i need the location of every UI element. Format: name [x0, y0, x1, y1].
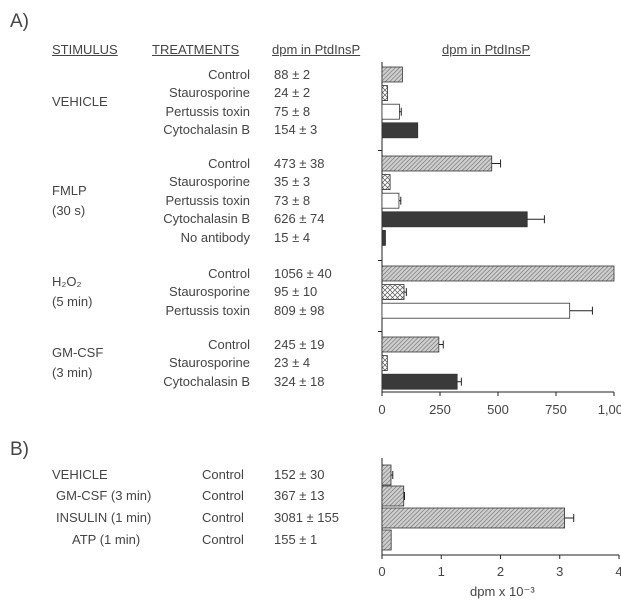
data-label: 95 ± 10 — [274, 284, 318, 300]
data-label: 152 ± 30 — [274, 467, 325, 482]
data-label: 3081 ± 155 — [274, 510, 339, 525]
x-axis-label-b: dpm x 10⁻³ — [470, 584, 535, 599]
treatment-label: Pertussis toxin — [165, 192, 250, 208]
bar — [381, 302, 571, 319]
bar — [381, 529, 392, 551]
stimulus-sub-label: (5 min) — [52, 294, 93, 310]
x-tick-label-b: 3 — [556, 564, 564, 579]
treatment-label: Control — [208, 66, 250, 82]
treatment-label: Control — [202, 488, 244, 503]
treatment-label: Control — [202, 510, 244, 525]
stimulus-label: VEHICLE — [52, 467, 108, 482]
treatment-label: Control — [208, 155, 250, 171]
bar — [381, 485, 405, 507]
bar — [381, 211, 528, 228]
bar — [381, 507, 565, 529]
bar — [381, 85, 388, 101]
treatment-label: Staurosporine — [169, 284, 250, 300]
bar — [381, 265, 615, 282]
treatment-label: Control — [208, 265, 250, 281]
x-tick-label-a: 250 — [429, 402, 451, 417]
stimulus-label: ATP (1 min) — [72, 532, 141, 547]
stimulus-label: GM-CSF — [52, 345, 104, 361]
treatment-label: Pertussis toxin — [165, 103, 250, 119]
treatment-label: Control — [208, 336, 250, 352]
data-label: 473 ± 38 — [274, 155, 325, 171]
data-label: 23 ± 4 — [274, 355, 311, 371]
treatment-label: No antibody — [180, 229, 250, 245]
data-label: 809 ± 98 — [274, 302, 325, 318]
x-tick-label-a: 750 — [545, 402, 567, 417]
stimulus-label: VEHICLE — [52, 94, 108, 110]
x-tick-label-a: 500 — [487, 402, 509, 417]
data-label: 626 ± 74 — [274, 211, 325, 227]
bar — [381, 66, 403, 83]
data-label: 35 ± 3 — [274, 174, 311, 190]
panel-label-a: A) — [10, 11, 29, 32]
data-label: 155 ± 1 — [274, 532, 318, 547]
treatment-label: Staurosporine — [169, 174, 250, 190]
x-tick-label-b: 4 — [615, 564, 621, 579]
data-label: 73 ± 8 — [274, 192, 311, 208]
treatment-label: Staurosporine — [169, 85, 250, 101]
bar — [381, 336, 440, 353]
header-stimulus: STIMULUS — [52, 42, 118, 57]
treatment-label: Cytochalasin B — [163, 122, 250, 138]
bar — [381, 373, 458, 390]
header-plot: dpm in PtdInsP — [442, 42, 531, 57]
header-values: dpm in PtdInsP — [272, 42, 361, 57]
bar — [381, 103, 400, 120]
stimulus-label: H₂O₂ — [52, 274, 82, 290]
data-label: 245 ± 19 — [274, 336, 325, 352]
data-label: 1056 ± 40 — [274, 265, 332, 281]
treatment-label: Cytochalasin B — [163, 211, 250, 227]
stimulus-sub-label: (3 min) — [52, 365, 93, 381]
stimulus-label: INSULIN (1 min) — [56, 510, 152, 525]
x-tick-label-a: 1,000 — [597, 402, 621, 417]
bar — [381, 464, 392, 486]
data-label: 367 ± 13 — [274, 488, 325, 503]
stimulus-label: GM-CSF (3 min) — [56, 488, 152, 503]
treatment-label: Pertussis toxin — [165, 302, 250, 318]
bar — [381, 192, 400, 209]
bar — [381, 122, 419, 139]
treatment-label: Control — [202, 467, 244, 482]
data-label: 88 ± 2 — [274, 66, 311, 82]
data-label: 24 ± 2 — [274, 85, 311, 101]
x-tick-label-b: 1 — [437, 564, 445, 579]
panel-label-b: B) — [10, 439, 29, 460]
header-treatments: TREATMENTS — [152, 42, 240, 57]
treatment-label: Control — [202, 532, 244, 547]
x-tick-label-a: 0 — [378, 402, 386, 417]
stimulus-sub-label: (30 s) — [52, 202, 86, 218]
bar — [381, 355, 388, 372]
data-label: 75 ± 8 — [274, 103, 311, 119]
data-label: 324 ± 18 — [274, 373, 325, 389]
data-label: 15 ± 4 — [274, 229, 311, 245]
x-tick-label-b: 2 — [496, 564, 505, 579]
treatment-label: Staurosporine — [169, 355, 250, 371]
bar — [381, 284, 405, 301]
stimulus-label: FMLP — [52, 182, 87, 198]
bar — [381, 174, 391, 191]
data-label: 154 ± 3 — [274, 122, 318, 138]
bar — [381, 229, 386, 246]
x-tick-label-b: 0 — [378, 564, 386, 579]
bar — [381, 155, 493, 172]
treatment-label: Cytochalasin B — [163, 373, 250, 389]
